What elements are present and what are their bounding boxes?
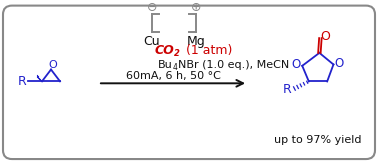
Text: O: O [335, 57, 344, 70]
Text: ⊖: ⊖ [147, 1, 157, 14]
Text: O: O [291, 58, 301, 71]
Text: up to 97% yield: up to 97% yield [274, 135, 362, 145]
Text: CO: CO [154, 44, 174, 57]
FancyBboxPatch shape [3, 6, 375, 159]
Text: Mg: Mg [187, 35, 205, 47]
Text: O: O [321, 30, 330, 43]
Text: 60mA, 6 h, 50 °C: 60mA, 6 h, 50 °C [125, 71, 220, 81]
Text: 4: 4 [173, 63, 178, 72]
Text: R: R [18, 75, 26, 88]
Text: R: R [282, 83, 291, 96]
Text: O: O [49, 60, 57, 70]
Text: (1 atm): (1 atm) [182, 44, 232, 57]
Text: ⊕: ⊕ [191, 1, 201, 14]
Text: Bu: Bu [158, 60, 173, 70]
Text: Cu: Cu [144, 35, 160, 47]
Text: 2: 2 [174, 49, 180, 58]
Text: NBr (1.0 eq.), MeCN: NBr (1.0 eq.), MeCN [178, 60, 290, 70]
